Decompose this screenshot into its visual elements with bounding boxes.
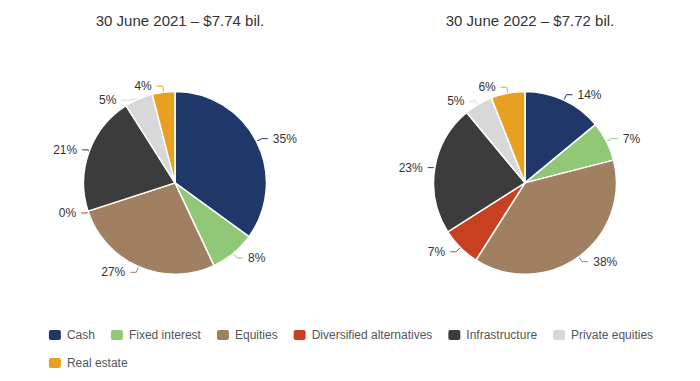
- svg-text:Fixed interest: Fixed interest: [129, 328, 202, 342]
- svg-text:8%: 8%: [248, 251, 266, 265]
- svg-text:Equities: Equities: [235, 328, 278, 342]
- svg-text:5%: 5%: [99, 93, 117, 107]
- svg-text:0%: 0%: [59, 206, 77, 220]
- svg-text:Diversified alternatives: Diversified alternatives: [312, 328, 433, 342]
- svg-text:Real estate: Real estate: [67, 356, 128, 370]
- svg-text:6%: 6%: [478, 80, 496, 94]
- svg-text:7%: 7%: [623, 132, 641, 146]
- svg-text:4%: 4%: [134, 79, 152, 93]
- svg-text:5%: 5%: [447, 94, 465, 108]
- svg-text:Private equities: Private equities: [571, 328, 653, 342]
- svg-text:30 June 2022 – $7.72 bil.: 30 June 2022 – $7.72 bil.: [446, 12, 614, 29]
- svg-text:23%: 23%: [399, 161, 423, 175]
- svg-text:38%: 38%: [593, 255, 617, 269]
- svg-text:7%: 7%: [428, 245, 446, 259]
- svg-text:14%: 14%: [577, 88, 601, 102]
- svg-text:35%: 35%: [273, 132, 297, 146]
- svg-text:Infrastructure: Infrastructure: [466, 328, 537, 342]
- svg-text:21%: 21%: [53, 143, 77, 157]
- svg-text:30 June 2021 – $7.74 bil.: 30 June 2021 – $7.74 bil.: [96, 12, 264, 29]
- svg-text:27%: 27%: [101, 265, 125, 279]
- svg-text:Cash: Cash: [67, 328, 95, 342]
